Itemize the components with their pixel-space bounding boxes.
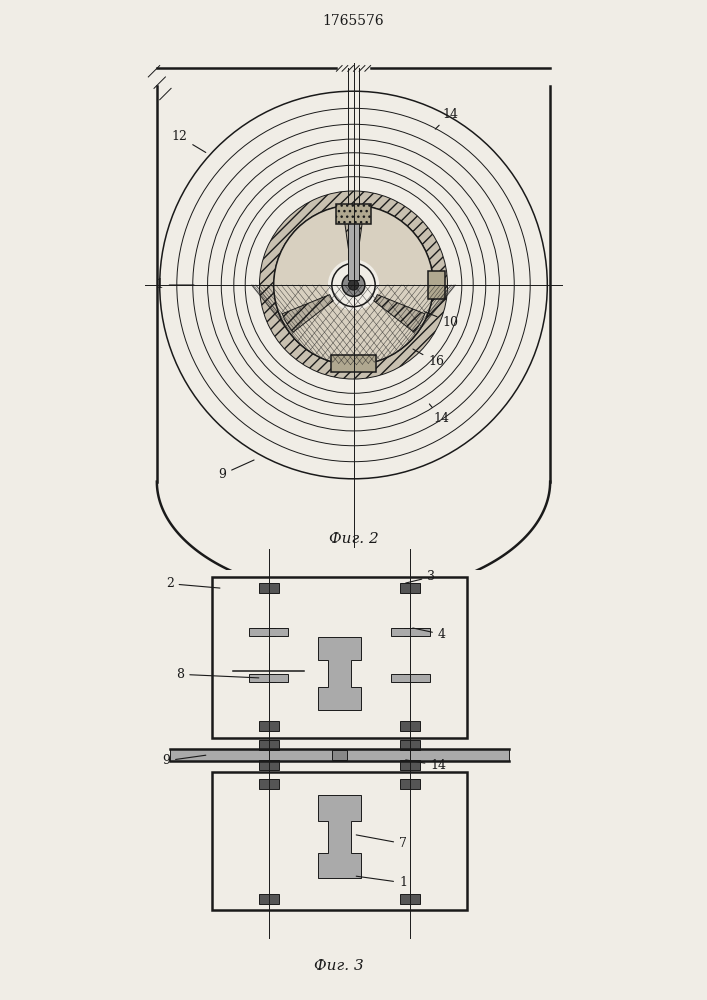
Bar <box>400 583 420 593</box>
Text: 16: 16 <box>413 349 444 368</box>
Text: Фиг. 2: Фиг. 2 <box>329 532 378 546</box>
Bar <box>259 894 279 904</box>
Text: Фиг. 3: Фиг. 3 <box>315 958 364 972</box>
Circle shape <box>349 280 358 290</box>
Text: 1765576: 1765576 <box>322 14 385 28</box>
Text: 14: 14 <box>429 404 450 425</box>
Bar <box>249 628 288 636</box>
Bar <box>170 749 509 761</box>
Text: 12: 12 <box>172 130 206 152</box>
Text: 7: 7 <box>356 835 407 850</box>
Bar <box>337 204 370 224</box>
Bar <box>212 772 467 910</box>
Text: 9: 9 <box>162 754 206 767</box>
Polygon shape <box>282 295 333 332</box>
Text: 14: 14 <box>406 759 446 772</box>
Bar <box>400 779 420 789</box>
Bar <box>259 740 279 750</box>
Wedge shape <box>259 191 448 379</box>
Circle shape <box>342 274 365 296</box>
Bar <box>390 628 430 636</box>
Circle shape <box>328 259 379 311</box>
Text: 1: 1 <box>356 876 407 889</box>
Bar <box>400 740 420 750</box>
Polygon shape <box>318 795 361 878</box>
Text: 9: 9 <box>218 460 254 481</box>
Bar <box>390 674 430 682</box>
Polygon shape <box>374 295 425 332</box>
Text: 2: 2 <box>165 577 220 590</box>
Text: 8: 8 <box>176 668 259 681</box>
Text: 14: 14 <box>436 107 458 129</box>
Circle shape <box>274 205 433 365</box>
Text: 1: 1 <box>156 278 194 292</box>
Bar <box>259 583 279 593</box>
Bar <box>249 674 288 682</box>
Bar <box>259 760 279 770</box>
Text: 10: 10 <box>424 312 458 329</box>
Bar <box>400 894 420 904</box>
Bar <box>212 577 467 738</box>
Bar <box>259 779 279 789</box>
Bar <box>259 721 279 731</box>
Bar <box>331 355 376 372</box>
Bar <box>400 760 420 770</box>
Polygon shape <box>343 208 364 260</box>
Polygon shape <box>318 637 361 710</box>
Bar <box>400 721 420 731</box>
Bar <box>428 271 445 299</box>
Bar <box>332 750 347 760</box>
Text: 4: 4 <box>413 628 446 641</box>
Text: 3: 3 <box>406 570 436 583</box>
Bar <box>349 214 358 280</box>
